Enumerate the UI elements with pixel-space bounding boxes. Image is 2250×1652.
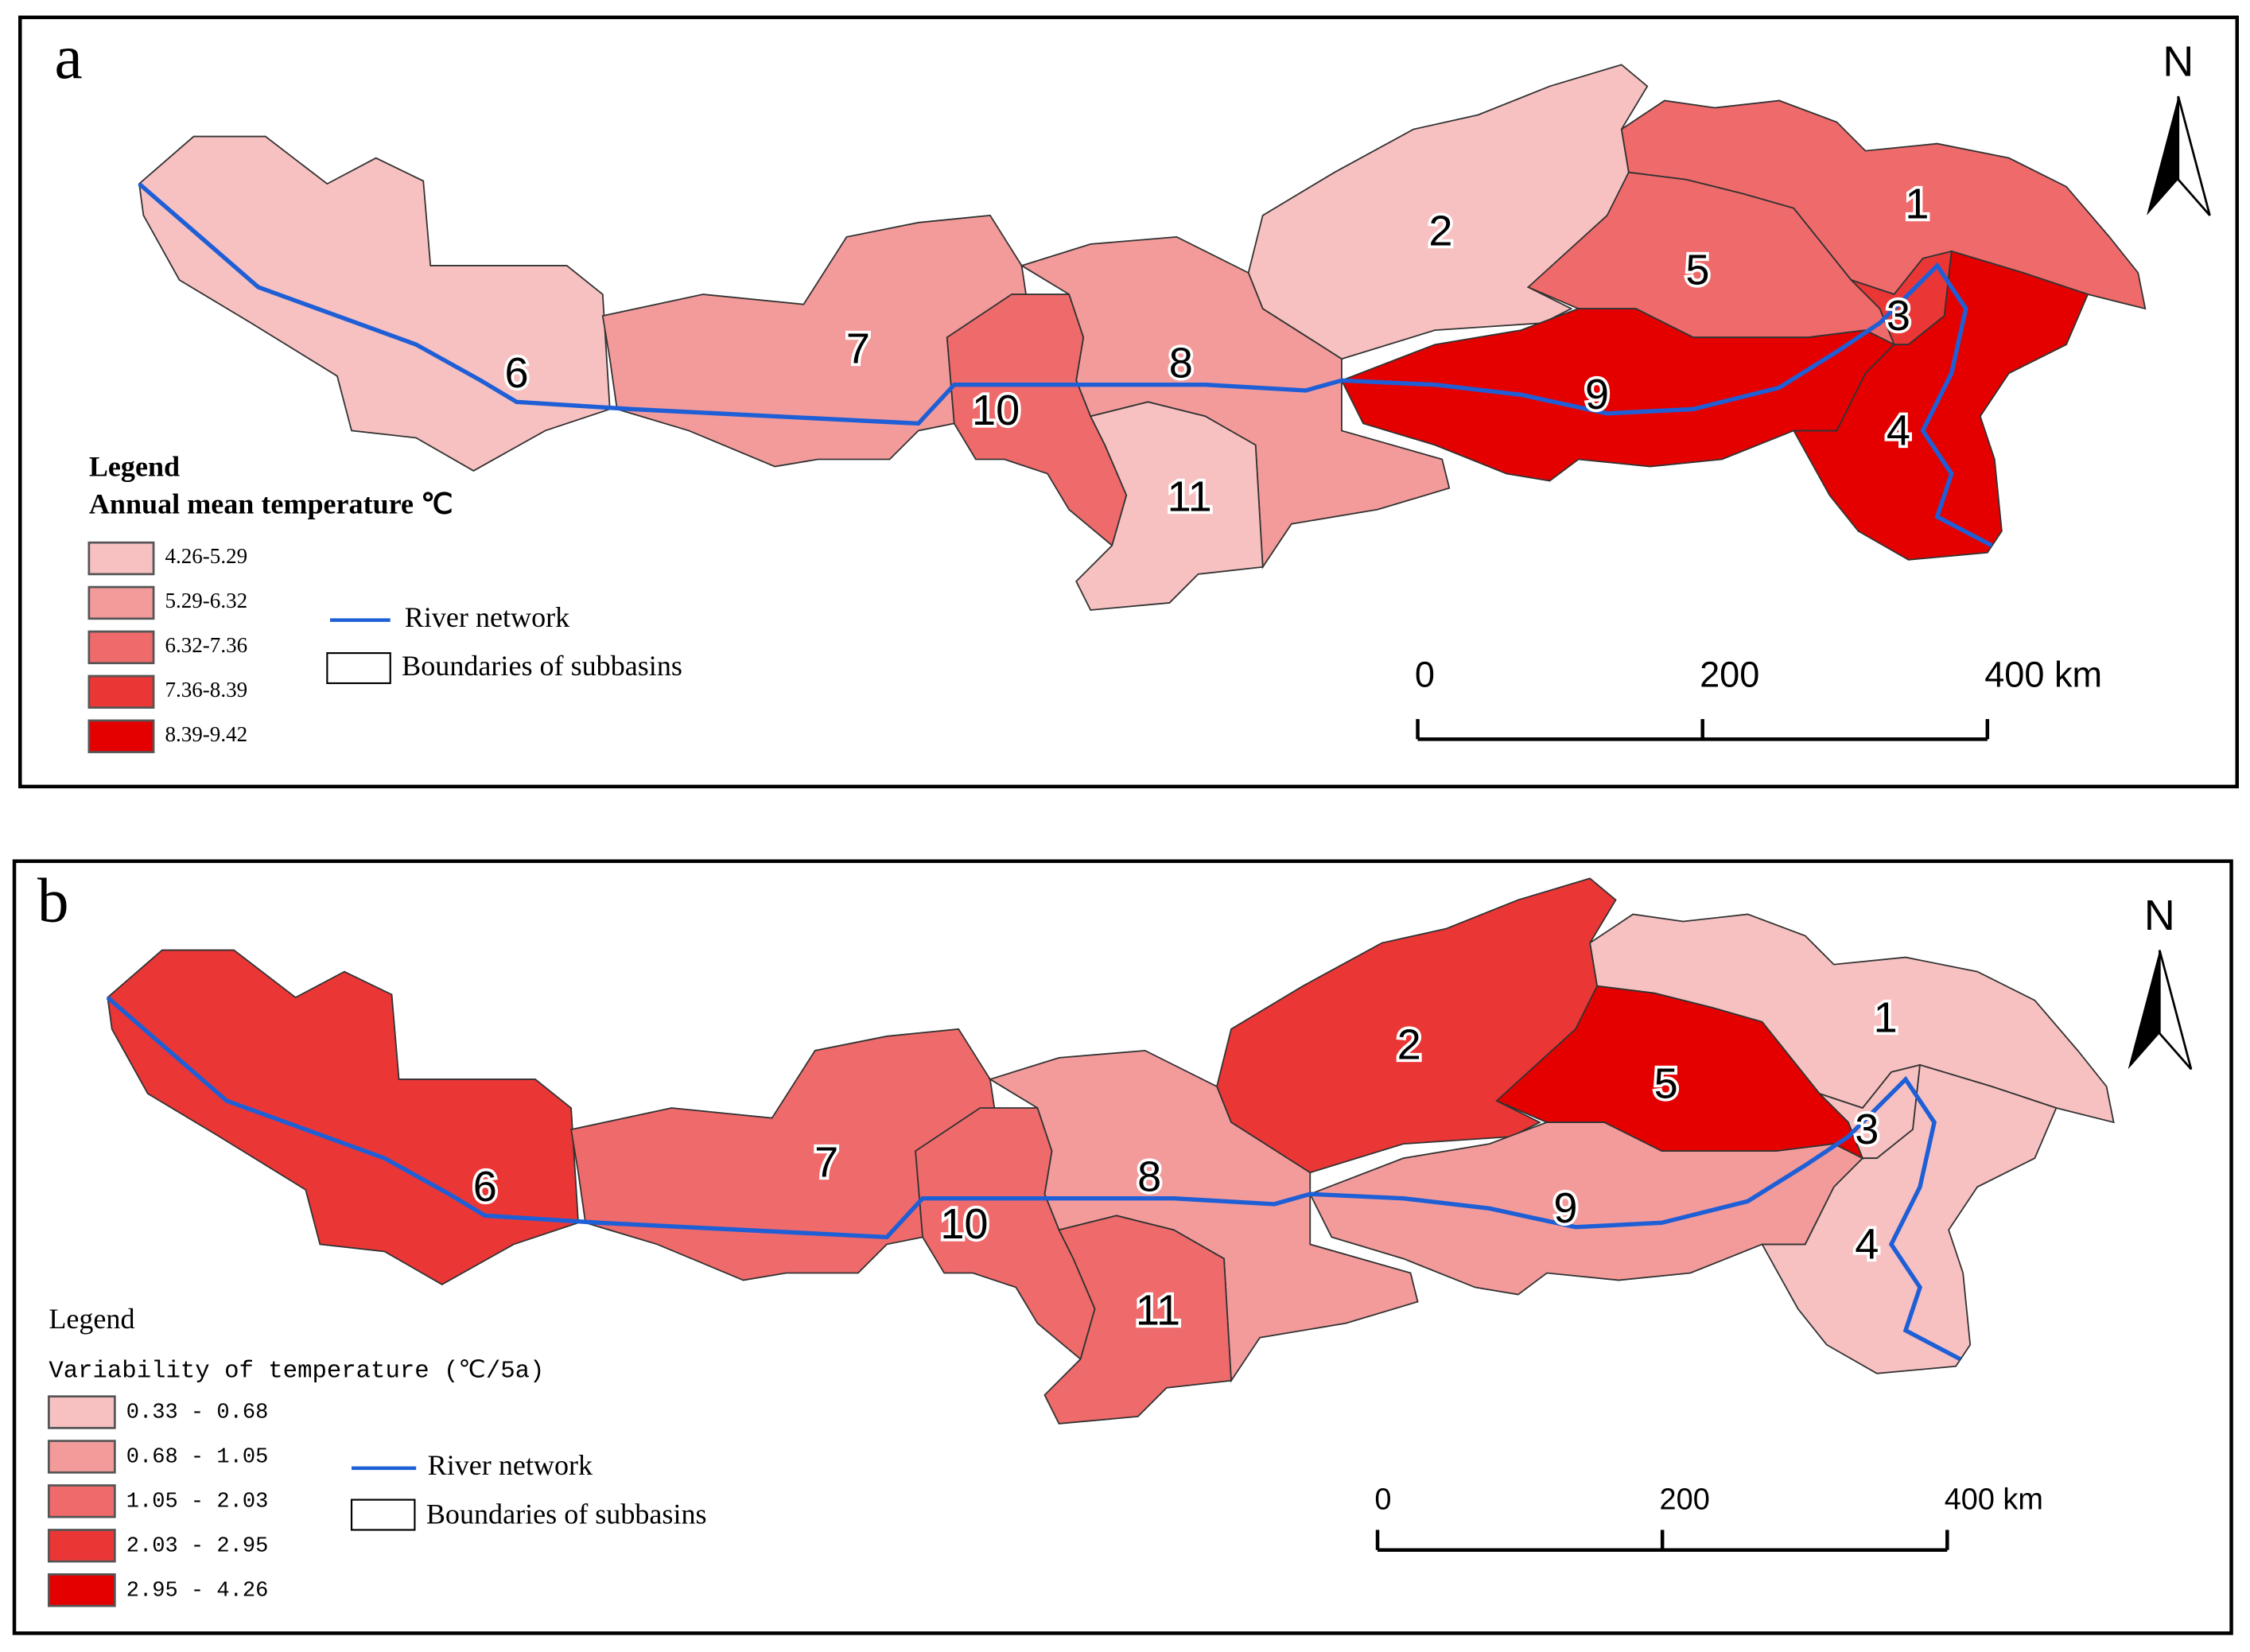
subbasin [1308, 1121, 1864, 1296]
subbasin-label: 10 [940, 1200, 988, 1248]
legend-label: Boundaries of subbasins [426, 1498, 707, 1530]
subbasin-label: 11 [1168, 472, 1212, 520]
legend-swatch [87, 674, 155, 709]
subbasin-label: 4 [1887, 406, 1910, 454]
scale-label: 0 [1415, 655, 1435, 695]
legend-label: 2.95 - 4.26 [126, 1578, 269, 1603]
subbasin-label: 7 [814, 1138, 838, 1186]
legend-swatch [87, 719, 155, 753]
legend-label: 7.36-8.39 [165, 678, 247, 702]
legend-label: 0.33 - 0.68 [126, 1401, 269, 1425]
scale-label: 200 [1660, 1483, 1710, 1516]
panel-frame [12, 859, 2233, 1635]
north-arrow [2128, 950, 2160, 1070]
legend-swatch [87, 541, 155, 576]
legend-swatch [47, 1395, 116, 1429]
subbasin [1216, 877, 1617, 1174]
north-label: N [2144, 892, 2175, 939]
subbasin-label: 6 [504, 349, 528, 397]
legend-swatch [47, 1573, 116, 1607]
river [138, 182, 1993, 548]
legend-boundary [326, 652, 391, 685]
legend-swatch [47, 1484, 116, 1518]
legend-swatch [47, 1440, 116, 1474]
subbasin-label: 5 [1685, 246, 1709, 293]
subbasin [1247, 64, 1649, 360]
north-label: N [2163, 38, 2194, 86]
panel-label: a [55, 22, 83, 92]
subbasin-label: 4 [1855, 1220, 1879, 1268]
legend-swatch [87, 630, 155, 665]
legend-label: 5.29-6.32 [165, 589, 247, 612]
subbasin-label: 8 [1137, 1153, 1161, 1201]
legend-title: Legend [49, 1303, 134, 1335]
subbasin-label: 10 [972, 387, 1020, 434]
legend-label: 0.68 - 1.05 [126, 1445, 269, 1470]
legend-swatch [87, 585, 155, 620]
subbasin [107, 949, 580, 1285]
subbasin-label: 6 [473, 1163, 497, 1211]
map: 1 2 3 4 5 6 7 8 9 10 11 [138, 64, 2147, 611]
legend-label: 1.05 - 2.03 [126, 1490, 269, 1514]
legend-label: Boundaries of subbasins [402, 650, 682, 682]
subbasin-label: 7 [846, 325, 870, 373]
river [106, 996, 1961, 1362]
subbasin [1043, 1215, 1232, 1425]
legend-boundary [350, 1498, 416, 1531]
subbasin-label: 2 [1428, 208, 1452, 255]
legend-label: 8.39-9.42 [165, 722, 247, 746]
subbasin [1340, 308, 1896, 482]
subbasin-label: 3 [1887, 292, 1910, 340]
legend-swatch [47, 1529, 116, 1563]
north-arrow [2147, 96, 2178, 216]
legend-label: River network [428, 1449, 593, 1481]
subbasin-label: 1 [1874, 993, 1898, 1041]
scale-label: 400 km [1945, 1483, 2043, 1516]
legend-label: 2.03 - 2.95 [126, 1533, 269, 1558]
subbasin [1075, 401, 1264, 611]
map: 1 2 3 4 5 6 7 8 9 10 11 [106, 877, 2115, 1425]
north-arrow [2177, 95, 2211, 216]
north-arrow [2158, 950, 2193, 1071]
subbasin-label: 11 [1136, 1286, 1180, 1334]
legend-label: 6.32-7.36 [165, 633, 247, 657]
scale-label: 200 [1700, 655, 1759, 695]
subbasin-label: 9 [1585, 371, 1609, 418]
panel-label: b [37, 866, 69, 936]
legend-label: 4.26-5.29 [165, 544, 247, 568]
subbasin-label: 5 [1654, 1059, 1678, 1107]
scale-label: 400 km [1984, 655, 2102, 695]
scale-label: 0 [1374, 1483, 1391, 1516]
legend-title: Legend [89, 450, 180, 482]
subbasin-label: 1 [1905, 180, 1929, 227]
subbasin-label: 8 [1169, 340, 1193, 387]
legend-subtitle: Variability of temperature (℃/5a) [49, 1357, 544, 1385]
subbasin-label: 9 [1553, 1184, 1577, 1232]
panel-frame [18, 15, 2240, 789]
subbasin-label: 3 [1855, 1106, 1879, 1153]
legend-label: River network [405, 601, 570, 633]
legend-subtitle: Annual mean temperature ℃ [89, 488, 453, 519]
subbasin [138, 135, 611, 472]
subbasin-label: 2 [1397, 1021, 1421, 1069]
